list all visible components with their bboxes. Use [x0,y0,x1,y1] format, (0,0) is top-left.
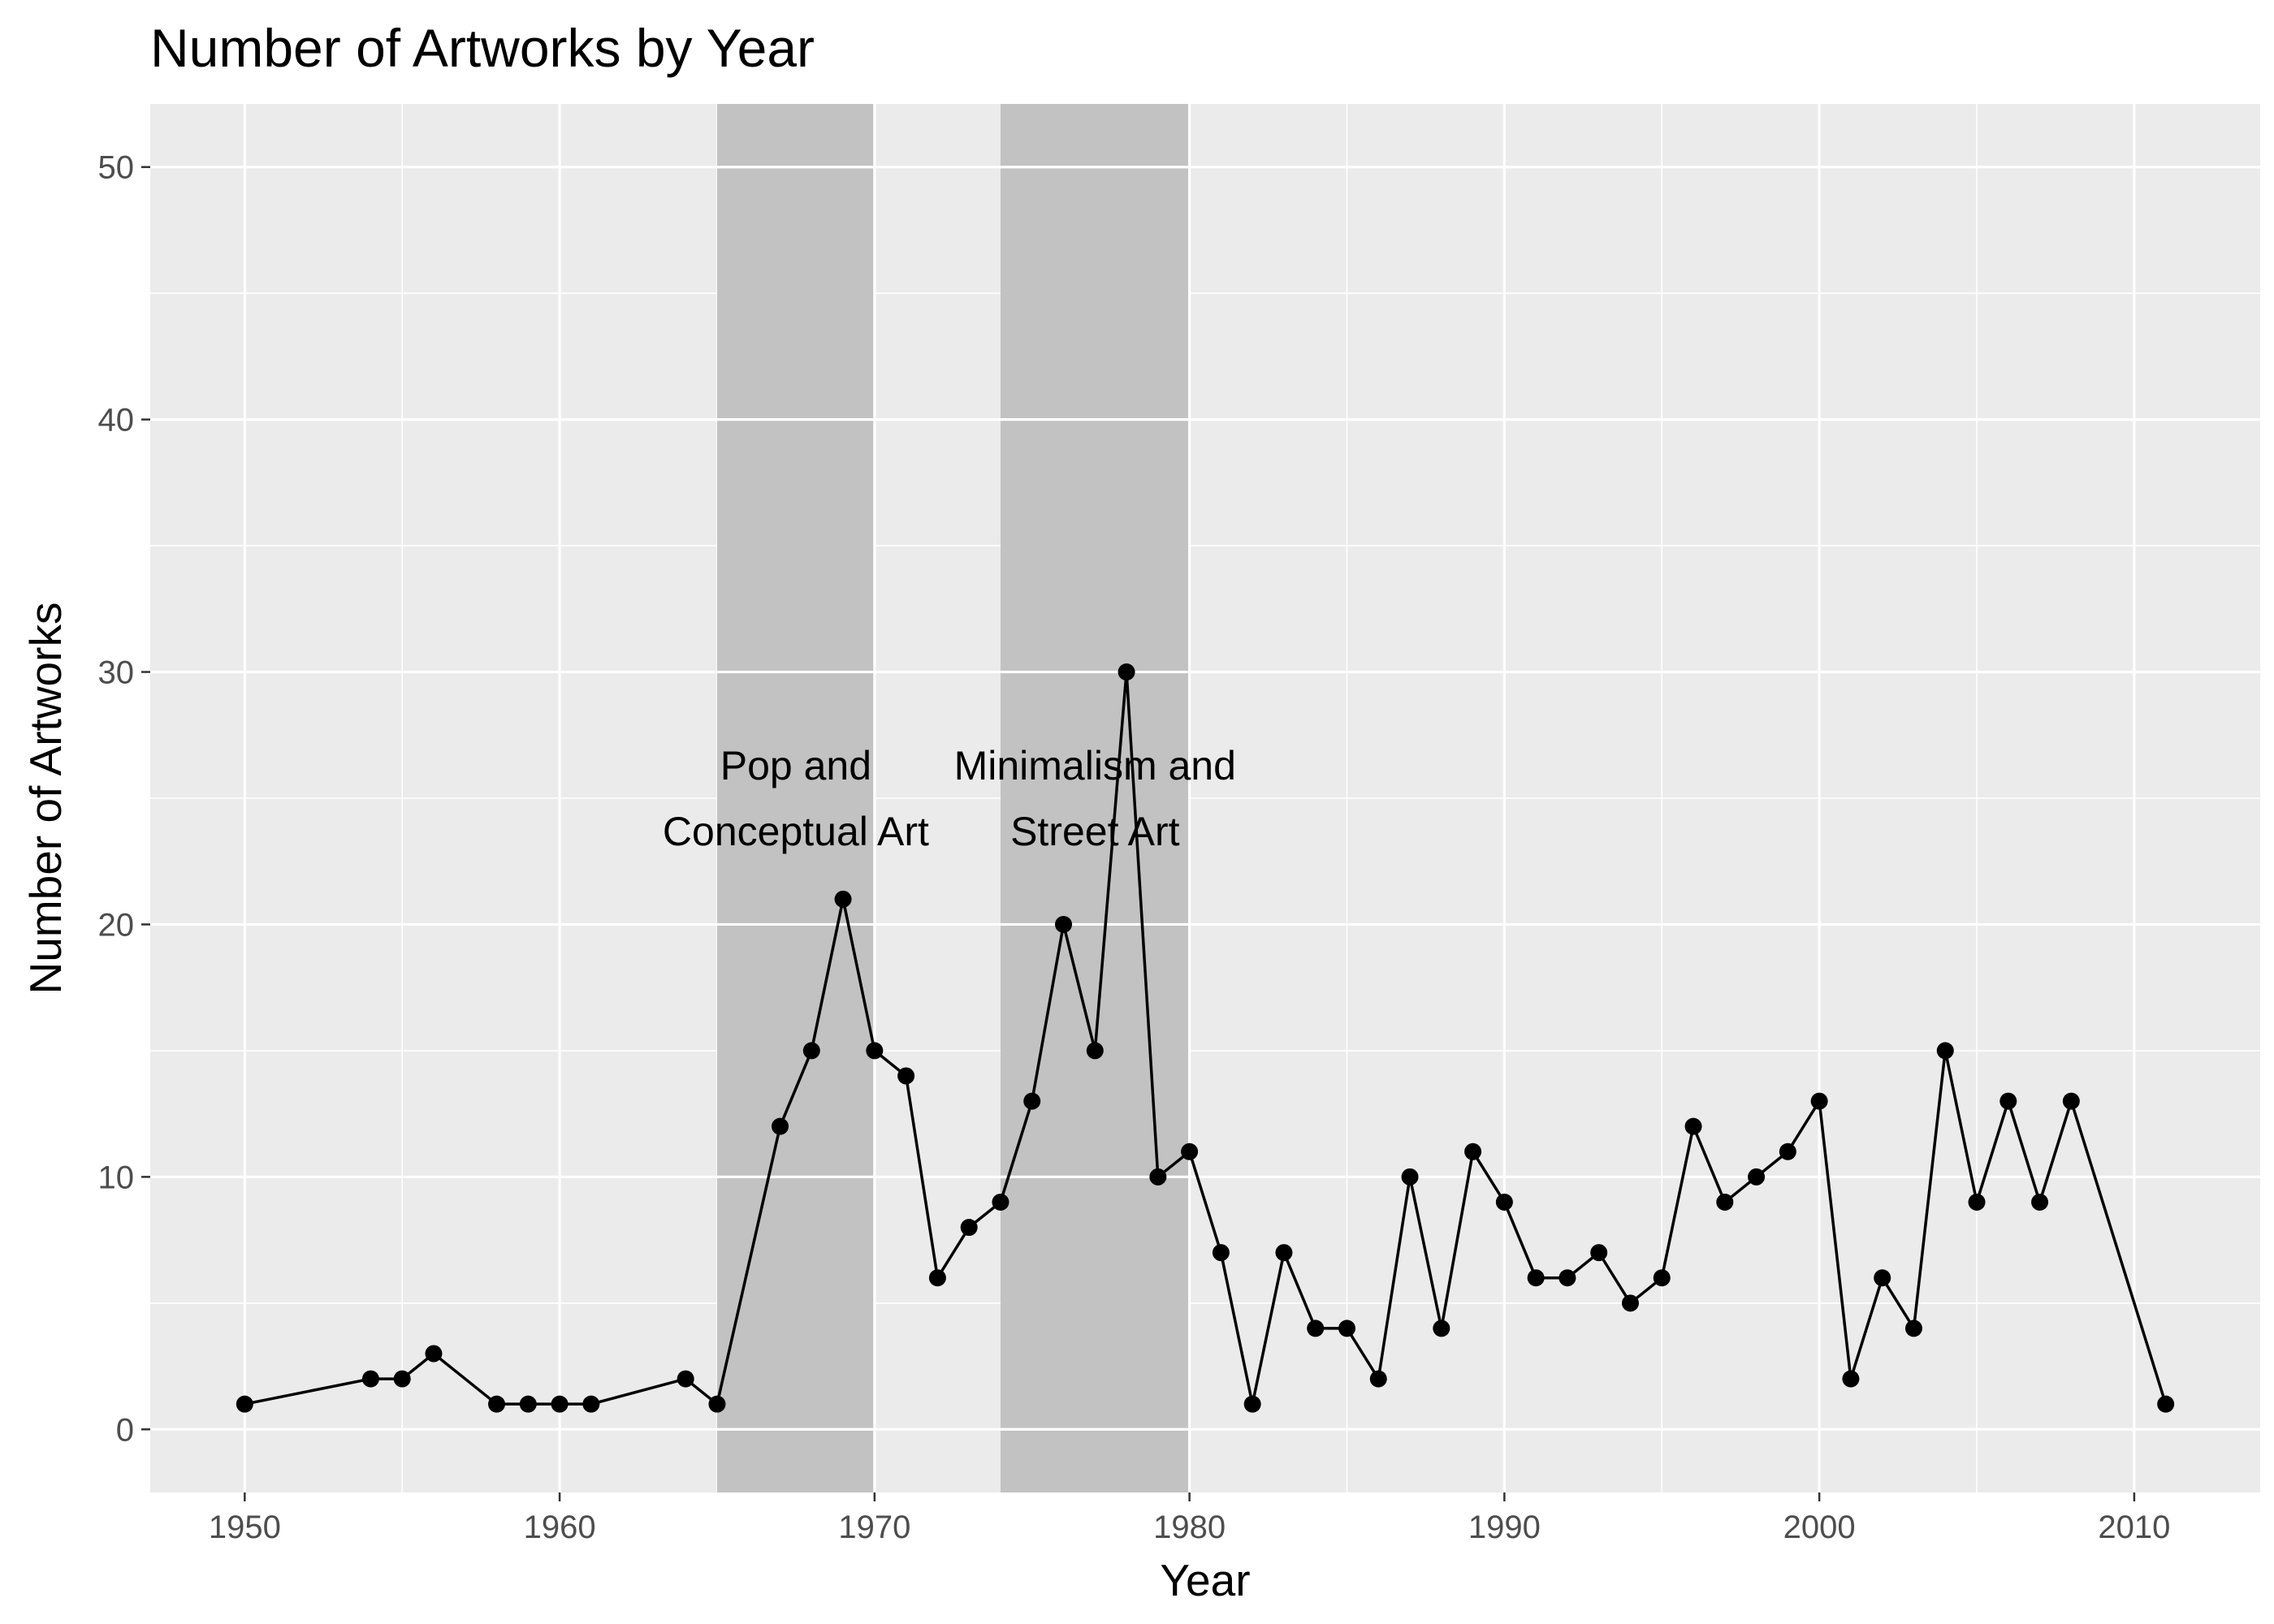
y-axis-title: Number of Artworks [20,603,71,995]
data-point [2031,1193,2049,1211]
data-point [488,1395,506,1413]
x-tick-label: 1990 [1468,1510,1541,1545]
band-label: Street Art [1010,809,1180,854]
data-point [1779,1142,1796,1160]
data-point [1401,1168,1419,1186]
data-point [1055,915,1073,933]
y-tick-label: 20 [98,907,135,943]
band-annotations: Pop and Conceptual Art Minimalism and Stree… [663,743,1236,854]
x-tick-label: 1960 [524,1510,596,1545]
data-point [1999,1092,2017,1110]
data-point [2062,1092,2080,1110]
data-point [1653,1269,1671,1287]
data-point [1748,1168,1766,1186]
x-tick-label: 2000 [1783,1510,1856,1545]
data-point [236,1395,253,1413]
data-point [1212,1244,1230,1262]
data-point [772,1117,789,1135]
data-point [1464,1142,1482,1160]
data-point [897,1067,915,1085]
data-point [1338,1320,1355,1337]
data-point [1904,1320,1922,1337]
x-tick-label: 1980 [1153,1510,1226,1545]
data-point [1086,1042,1104,1060]
data-point [582,1395,600,1413]
data-point [866,1042,884,1060]
x-tick-label: 1950 [209,1510,281,1545]
data-point [519,1395,537,1413]
data-point [928,1269,946,1287]
y-axis: 0 10 20 30 40 50 [98,150,150,1448]
data-point [1118,663,1135,681]
major-gridlines [150,104,2260,1492]
data-point [1590,1244,1608,1262]
data-point [802,1042,820,1060]
data-point [1275,1244,1293,1262]
x-tick-label: 1970 [838,1510,910,1545]
era-band [716,104,875,1492]
data-point [1433,1320,1450,1337]
x-axis: 1950 1960 1970 1980 1990 2000 2010 [209,1492,2170,1545]
data-point [992,1193,1009,1211]
data-point [1495,1193,1513,1211]
x-tick-label: 2010 [2098,1510,2170,1545]
data-point [551,1395,568,1413]
y-tick-label: 10 [98,1160,135,1195]
y-tick-label: 30 [98,655,135,691]
data-point [393,1370,411,1388]
data-point [708,1395,726,1413]
data-point [1842,1370,1860,1388]
era-band [1000,104,1190,1492]
data-point [1527,1269,1545,1287]
data-point [1621,1294,1639,1312]
data-point [425,1345,443,1363]
data-point [1369,1370,1387,1388]
chart-title: Number of Artworks by Year [150,18,815,78]
data-points [236,663,2175,1413]
data-point [1684,1117,1702,1135]
x-axis-title: Year [1160,1555,1250,1605]
data-point [1874,1269,1891,1287]
y-tick-label: 50 [98,150,135,186]
data-point [1559,1269,1576,1287]
data-point [1149,1168,1167,1186]
band-label: Minimalism and [954,743,1236,788]
data-point [1023,1092,1041,1110]
era-bands [716,104,1190,1492]
data-point [1936,1042,1954,1060]
data-point [677,1370,694,1388]
band-label: Pop and [720,743,871,788]
data-point [2157,1395,2175,1413]
data-point [960,1219,978,1237]
data-point [1810,1092,1828,1110]
data-point [1968,1193,1986,1211]
data-point [1243,1395,1261,1413]
data-point [1307,1320,1325,1337]
y-tick-label: 0 [116,1412,134,1448]
y-tick-label: 40 [98,403,135,438]
data-point [834,890,852,908]
data-point [361,1370,379,1388]
data-point [1716,1193,1734,1211]
data-point [1181,1142,1199,1160]
band-label: Conceptual Art [663,809,929,854]
